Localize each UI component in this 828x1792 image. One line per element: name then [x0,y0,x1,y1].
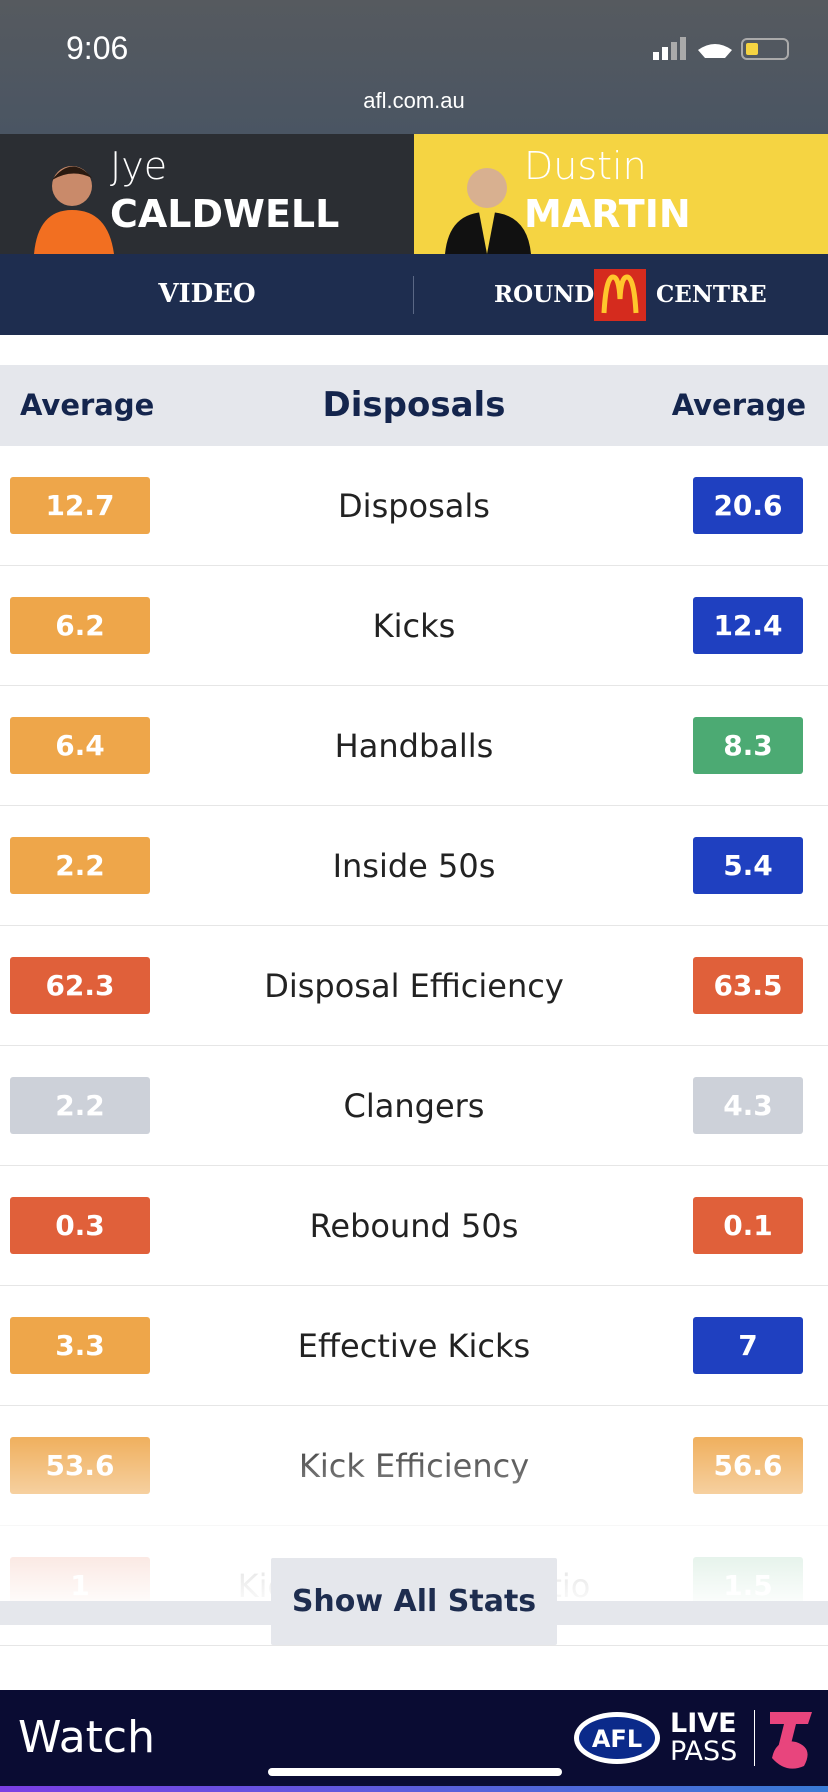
pass-text: PASS [670,1736,738,1767]
nav-video[interactable]: VIDEO [158,279,256,309]
stat-row: 62.3 Disposal Efficiency 63.5 [0,926,828,1046]
nav-bar: VIDEO ROUND CENTRE [0,254,828,335]
stat-label: Disposals [338,487,490,525]
left-value: 6.2 [10,597,150,654]
right-value: 8.3 [693,717,803,774]
stat-label: Handballs [334,727,494,765]
accent-line [0,1786,828,1792]
divider [413,276,414,314]
right-value: 12.4 [693,597,803,654]
divider [754,1710,755,1766]
stat-label: Kicks [372,607,456,645]
left-header: Average [20,388,155,422]
right-value: 0.1 [693,1197,803,1254]
stat-row: 0.3 Rebound 50s 0.1 [0,1166,828,1286]
afl-text: AFL [592,1725,642,1753]
right-value: 5.4 [693,837,803,894]
live-text: LIVE [670,1708,737,1739]
player-header[interactable]: Dustin MARTIN [414,134,828,254]
right-value: 7 [693,1317,803,1374]
player-first-name: Jye [110,144,168,188]
right-header: Average [671,388,806,422]
footer: Watch AFL LIVE PASS [0,1690,828,1792]
left-value: 0.3 [10,1197,150,1254]
nav-centre[interactable]: CENTRE [656,281,767,308]
stat-label: Clangers [343,1087,485,1125]
afl-logo: AFL [574,1712,660,1764]
status-bar: 9:06 afl.com.au [0,0,828,134]
stats-header: Average Disposals Average [0,365,828,446]
player-first-name: Dustin [524,144,647,188]
right-value: 20.6 [693,477,803,534]
sponsor-logo [594,269,646,321]
stat-row: 2.2 Inside 50s 5.4 [0,806,828,926]
stat-row: 12.7 Disposals 20.6 [0,446,828,566]
stat-row: 6.4 Handballs 8.3 [0,686,828,806]
left-value: 12.7 [10,477,150,534]
left-value: 62.3 [10,957,150,1014]
player-photo [34,166,114,254]
telstra-logo [770,1712,812,1769]
home-indicator [268,1768,562,1776]
player-photo [445,168,531,254]
left-value: 3.3 [10,1317,150,1374]
player-last-name: CALDWELL [110,192,340,236]
stat-label: Disposal Efficiency [264,967,564,1005]
stat-row: 6.2 Kicks 12.4 [0,566,828,686]
watch[interactable]: Watch [18,1712,155,1763]
right-value: 4.3 [693,1077,803,1134]
right-value: 63.5 [693,957,803,1014]
player-header[interactable]: Jye CALDWELL [0,134,414,254]
stat-label: Rebound 50s [309,1207,519,1245]
stat-label: Inside 50s [332,847,496,885]
left-value: 2.2 [10,1077,150,1134]
stat-row: 2.2 Clangers 4.3 [0,1046,828,1166]
stats-title: Disposals [322,385,506,425]
clock: 9:06 [66,30,129,66]
left-value: 2.2 [10,837,150,894]
player-last-name: MARTIN [524,192,691,236]
status-icons [653,37,789,60]
stat-label: Effective Kicks [297,1327,531,1365]
url[interactable]: afl.com.au [363,88,465,113]
nav-round[interactable]: ROUND [494,281,595,308]
show-all-button[interactable]: Show All Stats [271,1558,557,1645]
stat-row: 3.3 Effective Kicks 7 [0,1286,828,1406]
left-value: 6.4 [10,717,150,774]
